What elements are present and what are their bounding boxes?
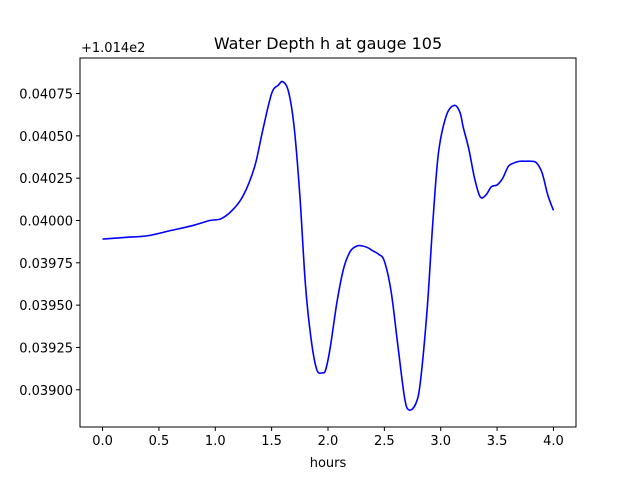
y-tick-label: 0.03925 xyxy=(19,341,73,356)
y-tick-label: 0.03950 xyxy=(19,299,73,314)
x-tick-label: 2.0 xyxy=(318,434,339,449)
series-layer xyxy=(102,80,555,412)
series-line-0 xyxy=(102,80,555,412)
x-tick-label: 0.0 xyxy=(92,434,113,449)
x-tick-label: 0.5 xyxy=(149,434,170,449)
x-tick-label: 1.0 xyxy=(205,434,226,449)
y-axis: 0.03900 0.03925 0.03950 0.03975 0.04000 0.040… xyxy=(19,88,80,399)
y-tick-label: 0.04025 xyxy=(19,172,73,187)
x-tick-label: 1.5 xyxy=(261,434,282,449)
y-tick-label: 0.03975 xyxy=(19,257,73,272)
x-axis-label: hours xyxy=(310,456,347,471)
y-tick-label: 0.04050 xyxy=(19,130,73,145)
y-tick-label: 0.04075 xyxy=(19,88,73,103)
x-tick-label: 2.5 xyxy=(374,434,395,449)
x-tick-label: 3.5 xyxy=(487,434,508,449)
x-tick-label: 3.0 xyxy=(430,434,451,449)
x-axis: 0.0 0.5 1.0 1.5 2.0 2.5 3.0 3.5 4.0 xyxy=(92,427,564,449)
x-tick-label: 4.0 xyxy=(543,434,564,449)
y-tick-label: 0.03900 xyxy=(19,384,73,399)
y-tick-label: 0.04000 xyxy=(19,214,73,229)
y-offset-label: +1.014e2 xyxy=(81,41,145,56)
chart-title: Water Depth h at gauge 105 xyxy=(214,34,442,53)
